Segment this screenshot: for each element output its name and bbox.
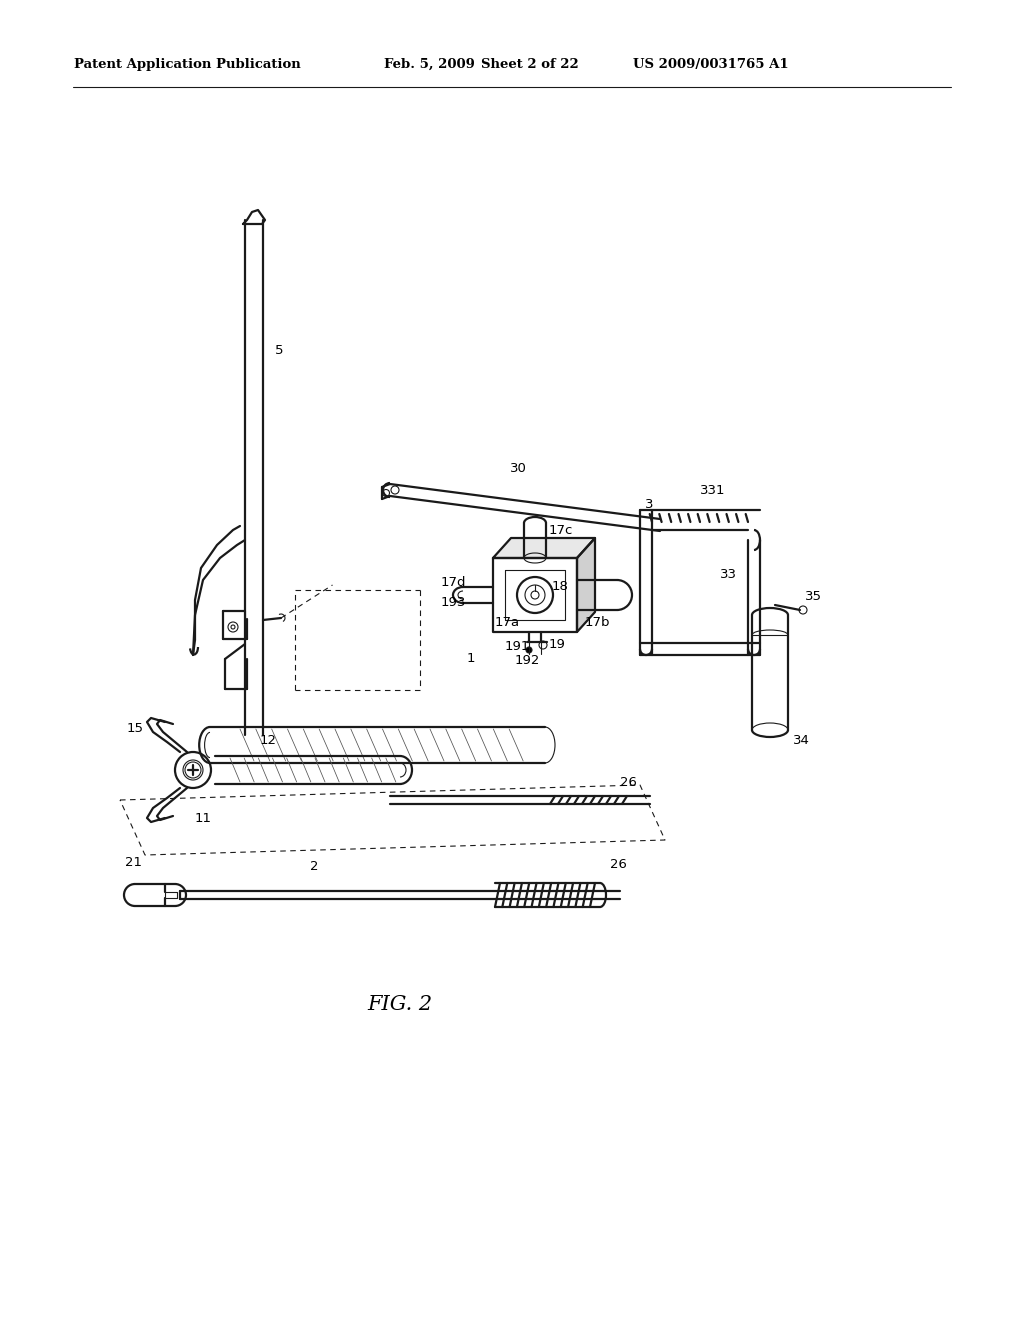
- Text: 15: 15: [127, 722, 144, 734]
- Text: Sheet 2 of 22: Sheet 2 of 22: [481, 58, 579, 71]
- Text: 17c: 17c: [549, 524, 573, 536]
- Text: Feb. 5, 2009: Feb. 5, 2009: [384, 58, 475, 71]
- Polygon shape: [493, 558, 577, 632]
- Text: 12: 12: [260, 734, 278, 747]
- Text: 18: 18: [552, 581, 569, 594]
- Text: 192: 192: [515, 653, 541, 667]
- Text: Patent Application Publication: Patent Application Publication: [74, 58, 300, 71]
- Text: 34: 34: [793, 734, 810, 747]
- Circle shape: [517, 577, 553, 612]
- Text: 33: 33: [720, 569, 737, 582]
- Text: US 2009/0031765 A1: US 2009/0031765 A1: [633, 58, 788, 71]
- Text: FIG. 2: FIG. 2: [368, 995, 432, 1015]
- Text: 35: 35: [805, 590, 822, 603]
- Text: 30: 30: [510, 462, 527, 474]
- Text: 3: 3: [645, 499, 653, 511]
- Polygon shape: [577, 539, 595, 632]
- Text: 26: 26: [610, 858, 627, 871]
- Text: 191: 191: [505, 640, 530, 653]
- Text: 21: 21: [125, 857, 142, 870]
- Text: 19: 19: [549, 638, 566, 651]
- Text: 331: 331: [700, 483, 725, 496]
- Text: 5: 5: [275, 343, 284, 356]
- Text: 1: 1: [467, 652, 475, 664]
- Text: 193: 193: [441, 597, 466, 610]
- Text: 26: 26: [620, 776, 637, 788]
- Text: 2: 2: [310, 861, 318, 874]
- Text: 17a: 17a: [495, 615, 520, 628]
- Polygon shape: [493, 539, 595, 558]
- Text: 17b: 17b: [585, 615, 610, 628]
- Text: 11: 11: [195, 812, 212, 825]
- Circle shape: [526, 647, 532, 653]
- Text: 17d: 17d: [441, 577, 467, 590]
